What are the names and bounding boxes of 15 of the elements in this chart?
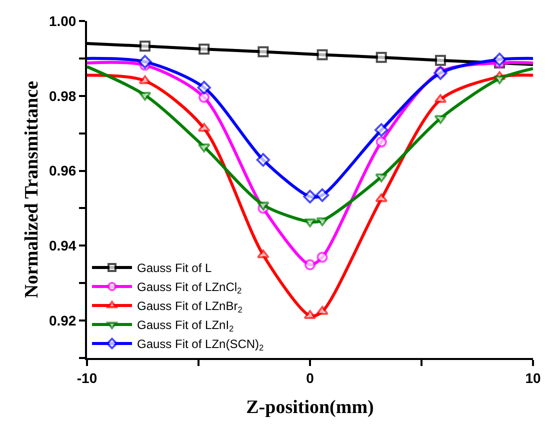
y-tick-label: 0.98 bbox=[48, 88, 76, 104]
y-tick-label: 0.94 bbox=[48, 238, 76, 254]
x-axis-title: Z-position(mm) bbox=[246, 397, 374, 418]
y-tick-label: 1.00 bbox=[48, 12, 76, 29]
y-tick-label: 0.96 bbox=[48, 162, 76, 179]
y-axis-title: Normalized Transmittance bbox=[21, 80, 42, 298]
legend-label: Gauss Fit of LZn(SCN)$_{2}$ bbox=[137, 337, 264, 353]
x-tick-label: 10 bbox=[525, 370, 541, 386]
y-tick-label: 0.92 bbox=[48, 312, 76, 328]
legend-label: Gauss Fit of L bbox=[137, 261, 212, 276]
legend-label: Gauss Fit of LZnI$_{2}$ bbox=[137, 318, 234, 334]
legend-label: Gauss Fit of LZnBr$_{2}$ bbox=[137, 299, 243, 315]
x-tick-label: -10 bbox=[76, 370, 98, 386]
legend-label: Gauss Fit of LZnCl$_{2}$ bbox=[137, 280, 242, 296]
x-tick-label: 0 bbox=[306, 370, 314, 386]
